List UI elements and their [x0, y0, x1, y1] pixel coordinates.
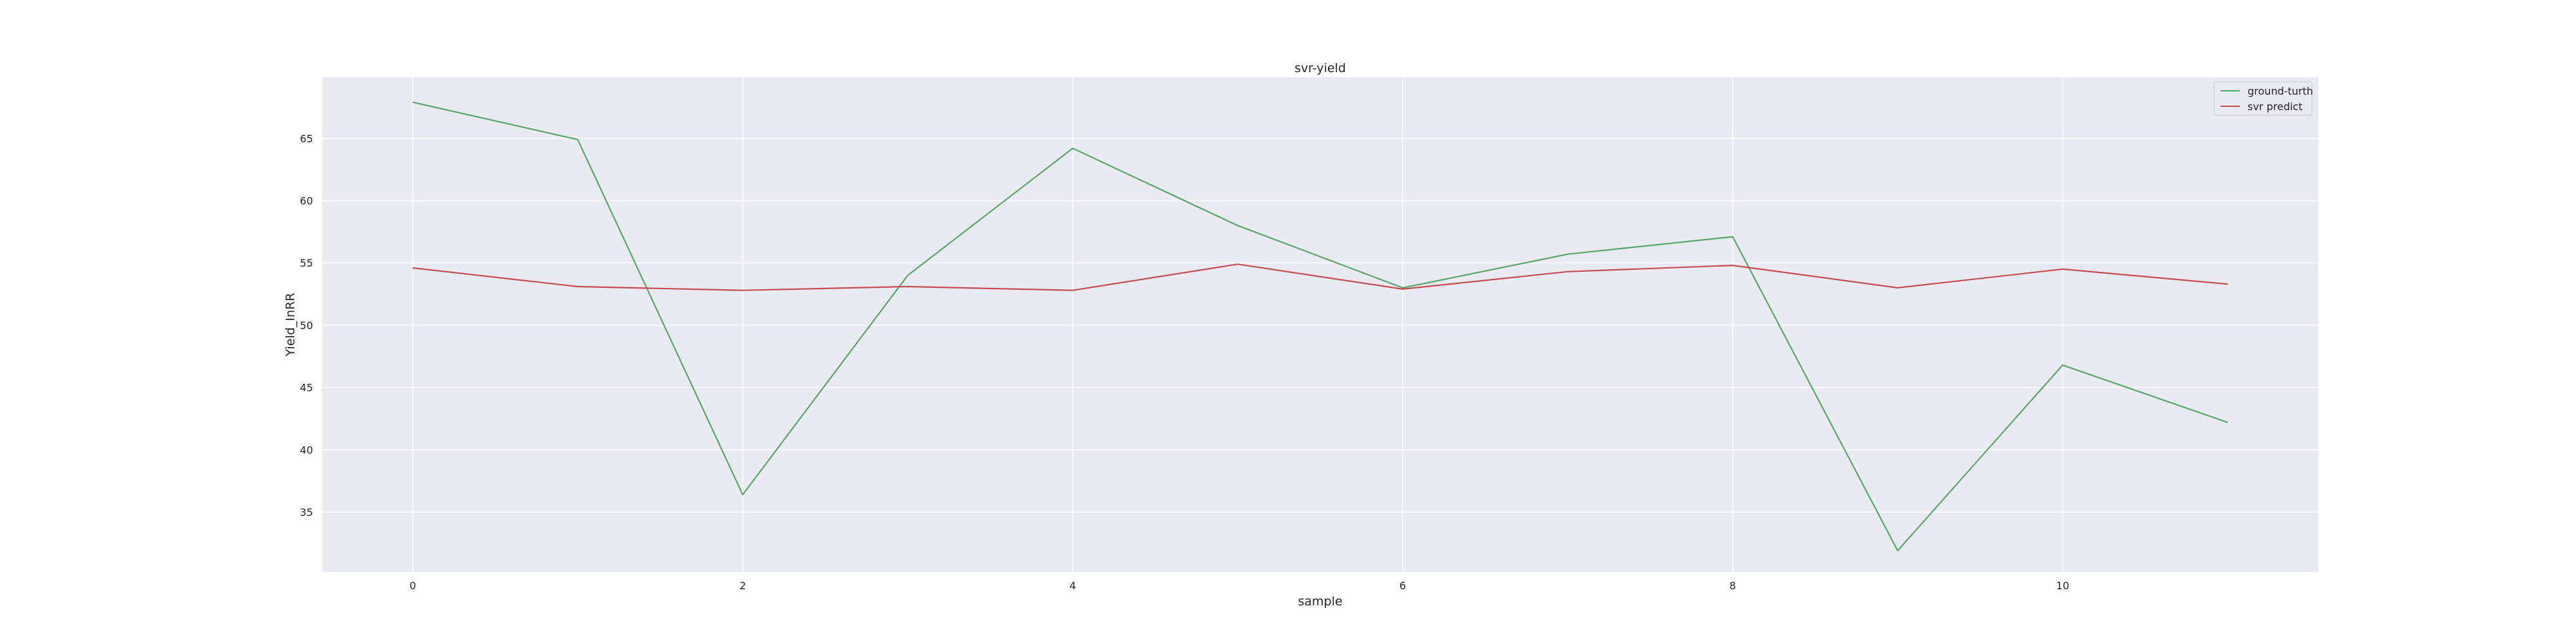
y-tick-label: 55 — [300, 257, 313, 269]
x-axis-label: sample — [1298, 594, 1342, 609]
y-axis-label: Yield_InRR — [283, 293, 298, 357]
legend-label-ground-turth: ground-turth — [2248, 85, 2313, 97]
tick-labels: 0 2 4 6 8 10 35 40 45 50 55 60 65 — [300, 133, 2069, 592]
x-tick-label: 0 — [410, 580, 416, 592]
x-tick-label: 2 — [739, 580, 746, 592]
y-tick-label: 50 — [300, 319, 313, 332]
legend: ground-turth svr predict — [2213, 81, 2313, 116]
y-tick-label: 65 — [300, 133, 313, 145]
x-tick-label: 10 — [2056, 580, 2069, 592]
series-lines — [412, 101, 2228, 552]
plot-background — [322, 77, 2318, 572]
series-line-svr-predict — [412, 263, 2228, 291]
chart-title: svr-yield — [1294, 61, 1346, 75]
y-tick-label: 60 — [300, 195, 313, 207]
grid-lines — [322, 77, 2318, 572]
x-tick-label: 8 — [1729, 580, 1736, 592]
y-tick-label: 45 — [300, 382, 313, 394]
x-tick-label: 6 — [1399, 580, 1406, 592]
y-tick-label: 40 — [300, 444, 313, 456]
series-line-ground-turth — [412, 101, 2228, 552]
y-tick-label: 35 — [300, 506, 313, 518]
legend-label-svr-predict: svr predict — [2248, 100, 2302, 113]
x-tick-label: 4 — [1070, 580, 1076, 592]
